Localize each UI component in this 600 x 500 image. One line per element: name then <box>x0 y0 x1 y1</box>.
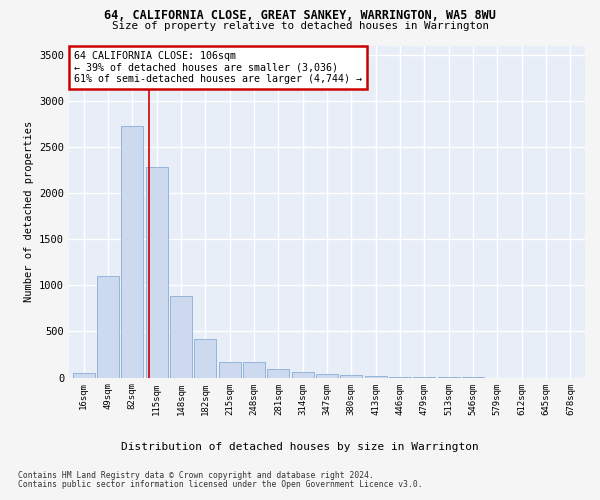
Bar <box>365 376 386 378</box>
Bar <box>218 362 241 378</box>
Text: 64 CALIFORNIA CLOSE: 106sqm
← 39% of detached houses are smaller (3,036)
61% of : 64 CALIFORNIA CLOSE: 106sqm ← 39% of det… <box>74 51 362 84</box>
Bar <box>340 375 362 378</box>
Text: Contains HM Land Registry data © Crown copyright and database right 2024.: Contains HM Land Registry data © Crown c… <box>18 471 374 480</box>
Bar <box>146 166 167 378</box>
Text: Contains public sector information licensed under the Open Government Licence v3: Contains public sector information licen… <box>18 480 422 489</box>
Y-axis label: Number of detached properties: Number of detached properties <box>23 121 34 302</box>
Text: Distribution of detached houses by size in Warrington: Distribution of detached houses by size … <box>121 442 479 452</box>
Text: Size of property relative to detached houses in Warrington: Size of property relative to detached ho… <box>112 21 488 31</box>
Bar <box>194 339 216 378</box>
Bar <box>389 377 411 378</box>
Bar <box>316 374 338 378</box>
Text: 64, CALIFORNIA CLOSE, GREAT SANKEY, WARRINGTON, WA5 8WU: 64, CALIFORNIA CLOSE, GREAT SANKEY, WARR… <box>104 9 496 22</box>
Bar <box>268 369 289 378</box>
Bar <box>292 372 314 378</box>
Bar <box>73 373 95 378</box>
Bar <box>121 126 143 378</box>
Bar <box>170 296 192 378</box>
Bar <box>97 276 119 378</box>
Bar <box>243 362 265 378</box>
